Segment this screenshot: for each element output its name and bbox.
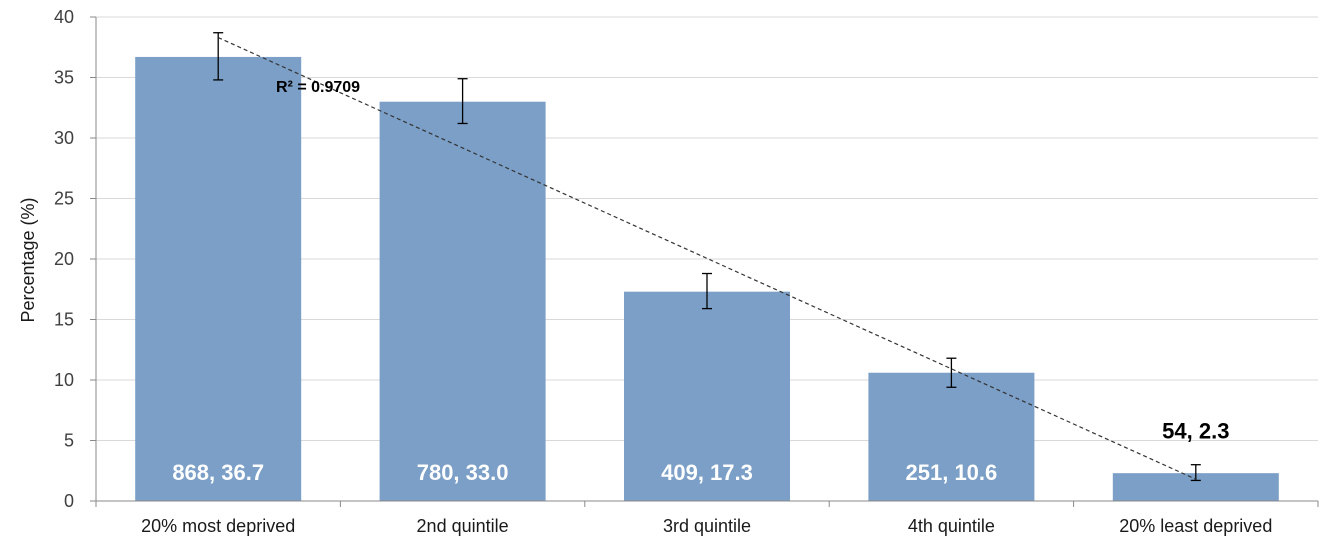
error-bar [1190,464,1201,482]
axes [90,16,1319,507]
category-labels: 20% most deprived 2nd quintile 3rd quintil… [141,516,1272,536]
bar [868,372,1035,501]
data-label: 868, 36.7 [172,460,264,485]
r-squared-label: R² = 0.9709 [276,79,360,96]
y-tick-label: 5 [64,431,74,451]
bar [624,291,790,501]
y-tick-label: 40 [54,7,74,27]
error-bars [213,32,1201,482]
y-tick-label: 35 [54,68,74,88]
error-bar [457,78,468,125]
data-labels: 868, 36.7 780, 33.0 409, 17.3 251, 10.6 54, … [172,419,1229,485]
y-tick-label: 10 [54,370,74,390]
data-label: 251, 10.6 [906,460,998,485]
error-bar [213,32,224,81]
data-label: 780, 33.0 [417,460,509,485]
bar [379,101,546,501]
trendline [217,37,1197,480]
y-tick-label: 25 [54,189,74,209]
x-tick-label: 3rd quintile [663,516,751,536]
error-bar [702,272,712,310]
y-tick-label: 30 [54,128,74,148]
data-label: 54, 2.3 [1162,419,1229,444]
bars [135,56,1279,502]
error-bar [946,357,957,388]
data-label: 409, 17.3 [661,460,753,485]
y-tick-label: 20 [54,249,74,269]
bar [135,56,302,502]
x-tick-label: 4th quintile [908,516,995,536]
x-tick-label: 20% most deprived [141,516,295,536]
x-tick-label: 20% least deprived [1119,516,1272,536]
y-tick-label: 0 [64,491,74,511]
y-axis-label: Percentage (%) [18,197,38,322]
y-axis-ticks: 0 5 10 15 20 25 30 35 40 [54,7,74,511]
y-tick-label: 15 [54,310,74,330]
x-tick-label: 2nd quintile [417,516,509,536]
